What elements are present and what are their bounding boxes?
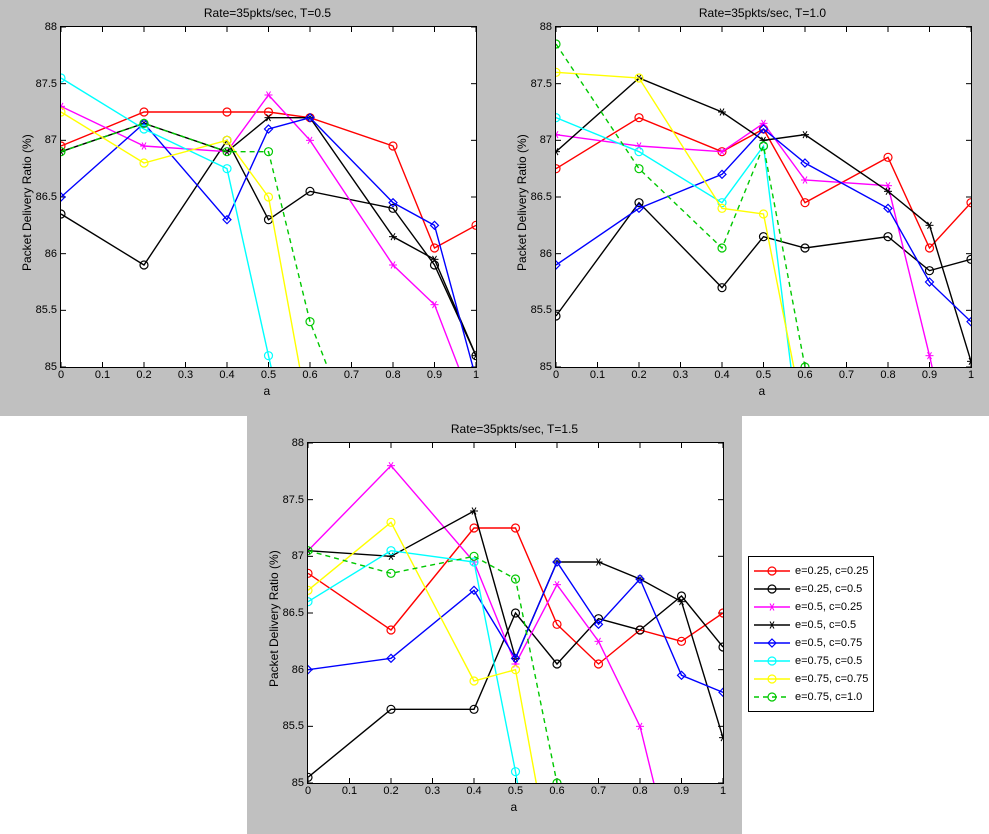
x-axis-label: a — [759, 384, 766, 398]
x-tick-label: 0.6 — [797, 369, 812, 381]
legend-item: e=0.75, c=1.0 — [754, 688, 868, 706]
x-tick-label: 0.9 — [922, 369, 937, 381]
x-tick-label: 0.1 — [590, 369, 605, 381]
plot-area: 8585.58686.58787.58800.10.20.30.40.50.60… — [555, 26, 972, 368]
y-tick-label: 86.5 — [531, 191, 552, 203]
y-tick-label: 86.5 — [36, 191, 57, 203]
y-tick-label: 85 — [45, 361, 57, 373]
y-axis-label: Packet Delivery Ratio (%) — [515, 134, 529, 271]
x-tick-label: 0 — [305, 785, 311, 797]
x-tick-label: 0.9 — [427, 369, 442, 381]
y-tick-label: 87.5 — [531, 78, 552, 90]
plot-area: 8585.58686.58787.58800.10.20.30.40.50.60… — [60, 26, 477, 368]
x-tick-label: 0.6 — [302, 369, 317, 381]
x-tick-label: 0.1 — [342, 785, 357, 797]
legend-item: e=0.5, c=0.25 — [754, 598, 868, 616]
legend: e=0.25, c=0.25 e=0.25, c=0.5 e=0.5, c=0.25… — [748, 556, 874, 712]
x-tick-label: 0.5 — [756, 369, 771, 381]
chart-panel: Rate=35pkts/sec, T=1.08585.58686.58787.5… — [495, 0, 989, 416]
legend-swatch — [754, 635, 790, 651]
legend-label: e=0.25, c=0.5 — [795, 583, 862, 595]
x-tick-label: 1 — [473, 369, 479, 381]
legend-swatch — [754, 617, 790, 633]
legend-label: e=0.5, c=0.25 — [795, 601, 862, 613]
legend-item: e=0.25, c=0.25 — [754, 562, 868, 580]
x-tick-label: 0.3 — [425, 785, 440, 797]
x-tick-label: 0.3 — [673, 369, 688, 381]
y-axis-label: Packet Delivery Ratio (%) — [20, 134, 34, 271]
legend-swatch — [754, 599, 790, 615]
y-tick-label: 86.5 — [283, 607, 304, 619]
chart-title: Rate=35pkts/sec, T=0.5 — [60, 6, 475, 20]
y-tick-label: 87 — [45, 134, 57, 146]
x-tick-label: 0.6 — [549, 785, 564, 797]
plot-area: 8585.58686.58787.58800.10.20.30.40.50.60… — [307, 442, 724, 784]
x-tick-label: 1 — [968, 369, 974, 381]
y-tick-label: 87 — [292, 550, 304, 562]
y-tick-label: 85 — [540, 361, 552, 373]
legend-item: e=0.75, c=0.5 — [754, 652, 868, 670]
y-axis-label: Packet Delivery Ratio (%) — [267, 550, 281, 687]
x-tick-label: 0.7 — [839, 369, 854, 381]
y-tick-label: 86 — [45, 248, 57, 260]
legend-swatch — [754, 563, 790, 579]
x-tick-label: 0.5 — [261, 369, 276, 381]
y-tick-label: 85 — [292, 777, 304, 789]
x-tick-label: 0.8 — [880, 369, 895, 381]
legend-swatch — [754, 671, 790, 687]
legend-label: e=0.5, c=0.5 — [795, 619, 856, 631]
x-axis-label: a — [264, 384, 271, 398]
x-tick-label: 0.4 — [714, 369, 729, 381]
legend-label: e=0.25, c=0.25 — [795, 565, 868, 577]
y-tick-label: 85.5 — [283, 720, 304, 732]
legend-item: e=0.25, c=0.5 — [754, 580, 868, 598]
x-tick-label: 0.7 — [591, 785, 606, 797]
legend-label: e=0.75, c=1.0 — [795, 691, 862, 703]
y-tick-label: 85.5 — [36, 304, 57, 316]
x-tick-label: 0.2 — [136, 369, 151, 381]
x-tick-label: 0.8 — [385, 369, 400, 381]
legend-item: e=0.5, c=0.75 — [754, 634, 868, 652]
legend-swatch — [754, 653, 790, 669]
x-tick-label: 0.8 — [632, 785, 647, 797]
y-tick-label: 88 — [540, 21, 552, 33]
y-tick-label: 87 — [540, 134, 552, 146]
x-axis-label: a — [511, 800, 518, 814]
legend-item: e=0.5, c=0.5 — [754, 616, 868, 634]
legend-label: e=0.75, c=0.75 — [795, 673, 868, 685]
chart-panel: Rate=35pkts/sec, T=1.58585.58686.58787.5… — [247, 416, 742, 834]
x-tick-label: 1 — [720, 785, 726, 797]
legend-label: e=0.75, c=0.5 — [795, 655, 862, 667]
y-tick-label: 87.5 — [36, 78, 57, 90]
x-tick-label: 0 — [553, 369, 559, 381]
x-tick-label: 0.2 — [631, 369, 646, 381]
chart-title: Rate=35pkts/sec, T=1.0 — [555, 6, 970, 20]
y-tick-label: 85.5 — [531, 304, 552, 316]
chart-panel: Rate=35pkts/sec, T=0.58585.58686.58787.5… — [0, 0, 495, 416]
legend-label: e=0.5, c=0.75 — [795, 637, 862, 649]
y-tick-label: 86 — [540, 248, 552, 260]
x-tick-label: 0.5 — [508, 785, 523, 797]
chart-title: Rate=35pkts/sec, T=1.5 — [307, 422, 722, 436]
x-tick-label: 0.4 — [219, 369, 234, 381]
y-tick-label: 86 — [292, 664, 304, 676]
x-tick-label: 0.2 — [383, 785, 398, 797]
y-tick-label: 87.5 — [283, 494, 304, 506]
legend-item: e=0.75, c=0.75 — [754, 670, 868, 688]
legend-swatch — [754, 689, 790, 705]
x-tick-label: 0.4 — [466, 785, 481, 797]
y-tick-label: 88 — [45, 21, 57, 33]
legend-swatch — [754, 581, 790, 597]
x-tick-label: 0.3 — [178, 369, 193, 381]
y-tick-label: 88 — [292, 437, 304, 449]
x-tick-label: 0 — [58, 369, 64, 381]
x-tick-label: 0.9 — [674, 785, 689, 797]
x-tick-label: 0.7 — [344, 369, 359, 381]
x-tick-label: 0.1 — [95, 369, 110, 381]
